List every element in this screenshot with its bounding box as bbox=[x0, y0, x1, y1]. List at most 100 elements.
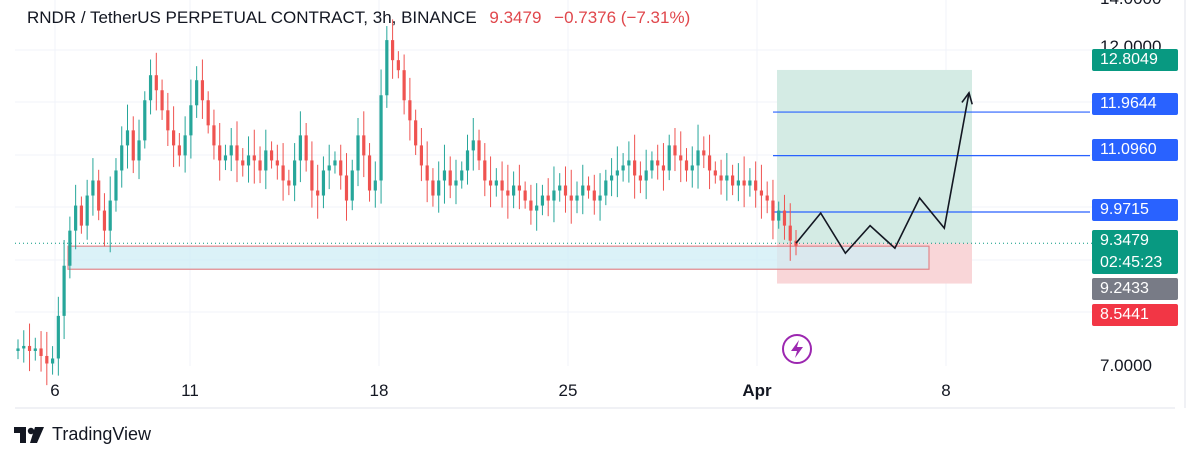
candle bbox=[108, 200, 112, 231]
candle bbox=[771, 200, 775, 221]
x-tick-label: 6 bbox=[50, 381, 59, 400]
candle bbox=[206, 100, 210, 126]
target-zone bbox=[777, 69, 972, 244]
price-label-value: 11.9644 bbox=[1100, 95, 1157, 112]
candle bbox=[500, 180, 504, 191]
candle bbox=[471, 140, 475, 151]
candle bbox=[316, 190, 320, 196]
candle bbox=[742, 180, 746, 186]
candle bbox=[777, 210, 781, 221]
candle bbox=[85, 195, 89, 226]
candle bbox=[264, 150, 268, 171]
price-label-prev-close[interactable]: 9.2433 bbox=[1092, 278, 1178, 300]
candle bbox=[183, 135, 187, 156]
candle bbox=[546, 195, 550, 201]
candle bbox=[148, 75, 153, 101]
tradingview-logo-icon bbox=[14, 426, 44, 443]
candle bbox=[350, 170, 354, 201]
candle bbox=[241, 160, 245, 166]
candle bbox=[114, 170, 118, 201]
symbol-title: RNDR / TetherUS PERPETUAL CONTRACT, 3h, … bbox=[27, 8, 477, 27]
candle bbox=[33, 348, 37, 351]
projected-path-line bbox=[795, 92, 970, 255]
candle bbox=[437, 180, 441, 196]
candle bbox=[229, 145, 233, 156]
candle bbox=[310, 160, 314, 191]
candle bbox=[269, 150, 274, 161]
candle bbox=[540, 195, 545, 206]
candle bbox=[22, 345, 26, 349]
lightning-icon bbox=[791, 340, 803, 358]
candle bbox=[246, 155, 251, 166]
candle bbox=[62, 265, 66, 316]
candle bbox=[754, 180, 758, 191]
candle bbox=[218, 145, 222, 161]
candle bbox=[517, 185, 521, 191]
candle bbox=[506, 190, 510, 196]
demand-zone bbox=[67, 245, 930, 270]
candle bbox=[615, 170, 619, 176]
candle bbox=[235, 145, 239, 161]
candle bbox=[707, 155, 712, 171]
candle bbox=[91, 180, 95, 196]
candle bbox=[581, 185, 585, 196]
candle bbox=[333, 160, 337, 166]
candle bbox=[477, 140, 481, 161]
candle bbox=[684, 160, 689, 171]
candle bbox=[673, 145, 677, 156]
projection-path[interactable] bbox=[795, 90, 973, 255]
candle bbox=[627, 160, 631, 166]
price-label-value: 8.5441 bbox=[1100, 306, 1149, 323]
candle bbox=[390, 40, 395, 61]
candle bbox=[27, 345, 32, 351]
candle bbox=[512, 185, 516, 196]
candle bbox=[367, 155, 372, 191]
candle bbox=[494, 180, 498, 186]
candle bbox=[56, 315, 60, 359]
candle bbox=[143, 100, 147, 141]
candle bbox=[442, 170, 447, 181]
price-change-text: −0.7376 (−7.31%) bbox=[554, 8, 691, 27]
price-label-level-3[interactable]: 11.9644 bbox=[1092, 93, 1178, 115]
candle bbox=[592, 190, 596, 201]
candle bbox=[356, 135, 360, 171]
candle bbox=[408, 100, 412, 121]
candle bbox=[696, 150, 700, 166]
price-label-last[interactable]: 9.3479 02:45:23 bbox=[1092, 230, 1178, 274]
candle bbox=[529, 200, 533, 211]
candle bbox=[74, 205, 78, 231]
candle bbox=[414, 120, 418, 146]
y-tick-label: 14.0000 bbox=[1100, 0, 1161, 8]
candle bbox=[396, 60, 400, 71]
price-label-value: 9.9715 bbox=[1100, 201, 1149, 218]
price-label-value: 9.2433 bbox=[1100, 280, 1149, 297]
candle bbox=[633, 160, 637, 176]
price-label-target[interactable]: 12.8049 bbox=[1092, 49, 1178, 71]
candle bbox=[788, 225, 792, 241]
candle bbox=[598, 195, 602, 201]
candle bbox=[563, 185, 568, 196]
legend-title: RNDR / TetherUS PERPETUAL CONTRACT, 3h, … bbox=[27, 8, 690, 28]
candle bbox=[102, 210, 107, 231]
candle bbox=[275, 160, 279, 166]
candle bbox=[725, 175, 729, 181]
candle bbox=[195, 80, 199, 106]
candle bbox=[125, 130, 130, 146]
candle bbox=[552, 190, 556, 201]
candle bbox=[621, 165, 625, 171]
price-label-stop[interactable]: 8.5441 bbox=[1092, 304, 1178, 326]
candle bbox=[281, 165, 285, 181]
candle bbox=[172, 130, 176, 146]
candle bbox=[609, 175, 614, 181]
candle bbox=[759, 190, 764, 196]
candle bbox=[339, 160, 343, 176]
candle bbox=[748, 180, 752, 186]
tradingview-brand[interactable]: TradingView bbox=[14, 424, 151, 445]
last-price-text: 9.3479 bbox=[489, 8, 542, 27]
event-marker[interactable] bbox=[782, 334, 812, 364]
price-label-level-2[interactable]: 11.0960 bbox=[1092, 139, 1178, 161]
price-label-level-1[interactable]: 9.9715 bbox=[1092, 199, 1178, 221]
candle bbox=[252, 155, 256, 161]
